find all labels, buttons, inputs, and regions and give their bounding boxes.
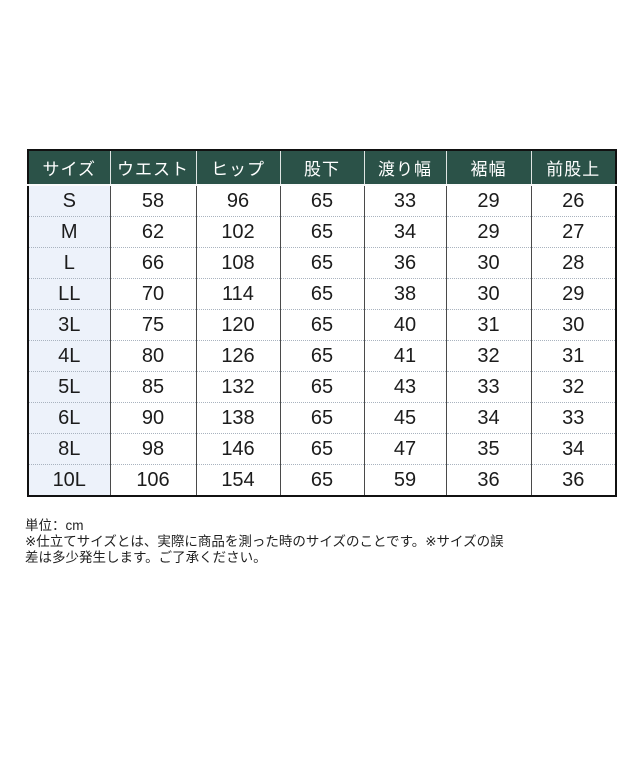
footer-notes: 単位：cm ※仕立てサイズとは、実際に商品を測った時のサイズのことです。※サイズ… <box>25 518 619 566</box>
size-label: LL <box>28 278 110 310</box>
measurement-cell: 45 <box>363 402 446 434</box>
measurement-cell: 27 <box>530 216 616 248</box>
note-line-2: 差は多少発生します。ご了承ください。 <box>25 550 267 565</box>
measurement-cell: 26 <box>530 185 616 217</box>
measurement-cell: 29 <box>445 216 531 248</box>
column-header-front-rise: 前股上 <box>530 150 616 186</box>
table-row: 10L 106 154 65 59 36 36 <box>28 464 616 496</box>
measurement-cell: 65 <box>279 185 364 217</box>
table-row: S 58 96 65 33 29 26 <box>28 185 616 217</box>
measurement-cell: 85 <box>109 371 196 403</box>
measurement-cell: 38 <box>363 278 446 310</box>
size-label: 10L <box>28 464 110 496</box>
measurement-cell: 138 <box>195 402 280 434</box>
measurement-cell: 90 <box>109 402 196 434</box>
measurement-cell: 65 <box>279 309 364 341</box>
header-row: サイズ ウエスト ヒップ 股下 渡り幅 裾幅 前股上 <box>28 150 616 186</box>
measurement-cell: 33 <box>363 185 446 217</box>
measurement-cell: 41 <box>363 340 446 372</box>
measurement-cell: 98 <box>109 433 196 465</box>
measurement-cell: 29 <box>445 185 531 217</box>
unit-label: 単位：cm <box>25 518 84 533</box>
measurement-cell: 58 <box>109 185 196 217</box>
measurement-cell: 43 <box>363 371 446 403</box>
size-label: M <box>28 216 110 248</box>
measurement-cell: 62 <box>109 216 196 248</box>
size-label: 3L <box>28 309 110 341</box>
measurement-cell: 102 <box>195 216 280 248</box>
column-header-inseam: 股下 <box>279 150 364 186</box>
measurement-cell: 59 <box>363 464 446 496</box>
measurement-cell: 36 <box>530 464 616 496</box>
measurement-cell: 65 <box>279 433 364 465</box>
measurement-cell: 34 <box>530 433 616 465</box>
column-header-hip: ヒップ <box>195 150 280 186</box>
measurement-cell: 106 <box>109 464 196 496</box>
column-header-waist: ウエスト <box>109 150 196 186</box>
measurement-cell: 36 <box>363 247 446 279</box>
size-table-header: サイズ ウエスト ヒップ 股下 渡り幅 裾幅 前股上 <box>28 150 616 186</box>
table-row: L 66 108 65 36 30 28 <box>28 247 616 279</box>
measurement-cell: 30 <box>445 278 531 310</box>
measurement-cell: 65 <box>279 278 364 310</box>
measurement-cell: 35 <box>445 433 531 465</box>
measurement-cell: 65 <box>279 340 364 372</box>
measurement-cell: 32 <box>530 371 616 403</box>
measurement-cell: 65 <box>279 247 364 279</box>
measurement-cell: 80 <box>109 340 196 372</box>
measurement-cell: 65 <box>279 464 364 496</box>
measurement-cell: 132 <box>195 371 280 403</box>
table-row: LL 70 114 65 38 30 29 <box>28 278 616 310</box>
size-label: S <box>28 185 110 217</box>
table-row: 8L 98 146 65 47 35 34 <box>28 433 616 465</box>
column-header-hem: 裾幅 <box>445 150 531 186</box>
table-row: M 62 102 65 34 29 27 <box>28 216 616 248</box>
table-row: 4L 80 126 65 41 32 31 <box>28 340 616 372</box>
measurement-cell: 114 <box>195 278 280 310</box>
measurement-cell: 146 <box>195 433 280 465</box>
measurement-cell: 32 <box>445 340 531 372</box>
measurement-cell: 40 <box>363 309 446 341</box>
size-label: 4L <box>28 340 110 372</box>
measurement-cell: 75 <box>109 309 196 341</box>
size-label: L <box>28 247 110 279</box>
measurement-cell: 96 <box>195 185 280 217</box>
measurement-cell: 30 <box>445 247 531 279</box>
table-row: 5L 85 132 65 43 33 32 <box>28 371 616 403</box>
measurement-cell: 108 <box>195 247 280 279</box>
measurement-cell: 31 <box>530 340 616 372</box>
measurement-cell: 70 <box>109 278 196 310</box>
measurement-cell: 47 <box>363 433 446 465</box>
measurement-cell: 154 <box>195 464 280 496</box>
size-chart-table: サイズ ウエスト ヒップ 股下 渡り幅 裾幅 前股上 S 58 96 65 33 29 26… <box>27 149 617 497</box>
table-row: 3L 75 120 65 40 31 30 <box>28 309 616 341</box>
measurement-cell: 30 <box>530 309 616 341</box>
measurement-cell: 34 <box>363 216 446 248</box>
size-label: 6L <box>28 402 110 434</box>
table-row: 6L 90 138 65 45 34 33 <box>28 402 616 434</box>
measurement-cell: 126 <box>195 340 280 372</box>
measurement-cell: 120 <box>195 309 280 341</box>
size-label: 8L <box>28 433 110 465</box>
size-label: 5L <box>28 371 110 403</box>
size-table-body: S 58 96 65 33 29 26 M 62 102 65 34 29 27 L 66 108 65 36 30 2… <box>28 185 616 496</box>
note-line-1: ※仕立てサイズとは、実際に商品を測った時のサイズのことです。※サイズの誤 <box>25 534 504 549</box>
measurement-cell: 33 <box>445 371 531 403</box>
measurement-cell: 33 <box>530 402 616 434</box>
measurement-cell: 29 <box>530 278 616 310</box>
measurement-cell: 36 <box>445 464 531 496</box>
measurement-cell: 31 <box>445 309 531 341</box>
measurement-cell: 28 <box>530 247 616 279</box>
measurement-cell: 65 <box>279 402 364 434</box>
measurement-cell: 34 <box>445 402 531 434</box>
measurement-cell: 66 <box>109 247 196 279</box>
measurement-cell: 65 <box>279 371 364 403</box>
column-header-size: サイズ <box>28 150 110 186</box>
measurement-cell: 65 <box>279 216 364 248</box>
column-header-thigh: 渡り幅 <box>363 150 446 186</box>
